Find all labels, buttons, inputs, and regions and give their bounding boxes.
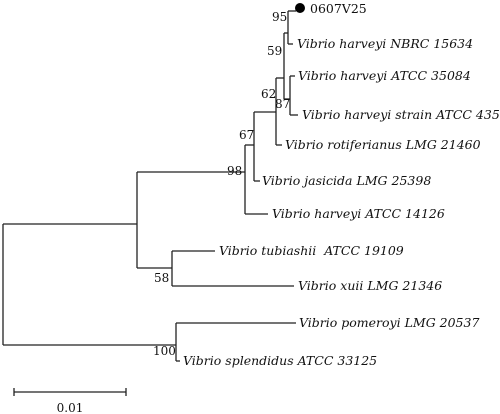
taxon-label-harveyi-atcc-14126: Vibrio harveyi ATCC 14126: [272, 206, 445, 221]
bootstrap-value: 59: [267, 44, 282, 58]
taxon-labels: 0607V25 Vibrio harveyi NBRC 15634 Vibrio…: [183, 1, 500, 368]
taxon-label-harveyi-atcc-43516: Vibrio harveyi strain ATCC 43516: [302, 107, 500, 122]
taxon-label-pomeroyi-lmg-20537: Vibrio pomeroyi LMG 20537: [299, 315, 479, 330]
query-marker-circle: [295, 3, 305, 13]
taxon-label-harveyi-atcc-35084: Vibrio harveyi ATCC 35084: [298, 68, 471, 83]
scale-bar-label: 0.01: [57, 401, 84, 414]
tree-branches: [2, 10, 298, 362]
bootstrap-value: 95: [272, 10, 287, 24]
bootstrap-value: 58: [154, 271, 169, 285]
taxon-label-jasicida-lmg-25398: Vibrio jasicida LMG 25398: [262, 173, 431, 188]
scale-bar: 0.01: [13, 388, 127, 414]
bootstrap-values: 95 59 62 87 67 98 58 100: [153, 10, 290, 358]
taxon-label-harveyi-nbrc-15634: Vibrio harveyi NBRC 15634: [297, 36, 473, 51]
taxon-label-xuii-lmg-21346: Vibrio xuii LMG 21346: [298, 278, 442, 293]
taxon-label-rotiferianus-lmg-21460: Vibrio rotiferianus LMG 21460: [285, 137, 481, 152]
taxon-label-splendidus-atcc-33125: Vibrio splendidus ATCC 33125: [183, 353, 377, 368]
bootstrap-value: 87: [275, 97, 290, 111]
bootstrap-value: 62: [261, 87, 276, 101]
bootstrap-value: 67: [239, 128, 254, 142]
bootstrap-value: 100: [153, 344, 176, 358]
bootstrap-value: 98: [227, 164, 242, 178]
taxon-label-tubiashii-atcc-19109: Vibrio tubiashii ATCC 19109: [219, 243, 404, 258]
taxon-label-0607V25: 0607V25: [310, 1, 367, 16]
